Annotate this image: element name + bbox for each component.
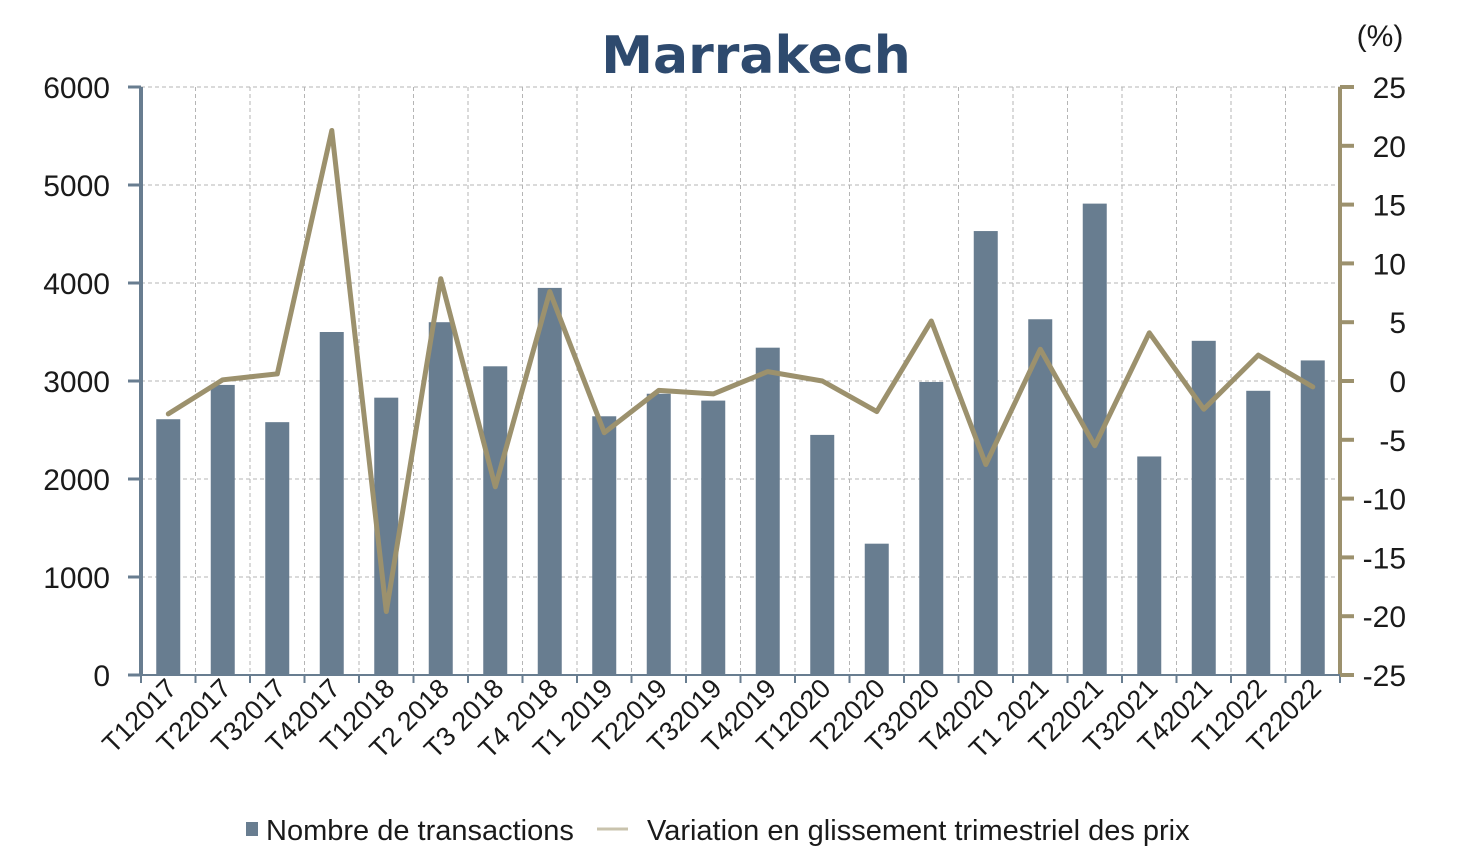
legend: Nombre de transactions Variation en glis… xyxy=(246,815,1190,847)
bar xyxy=(210,384,235,675)
right-tick-label: -10 xyxy=(1363,484,1406,517)
bar xyxy=(428,322,453,675)
line-path xyxy=(165,128,1316,614)
bar xyxy=(592,416,617,675)
chart-title: Marrakech xyxy=(601,26,911,86)
left-tick-label: 3000 xyxy=(43,366,110,399)
right-tick-label: -5 xyxy=(1379,425,1406,458)
legend-bar-label: Nombre de transactions xyxy=(266,815,574,847)
right-tick-label: 20 xyxy=(1373,131,1406,164)
right-axis-unit: (%) xyxy=(1357,20,1404,53)
right-axis-ticks: -25 -20 -15 -10 -5 0 5 10 15 20 25 xyxy=(1340,72,1406,693)
left-axis-ticks: 0 1000 2000 3000 4000 5000 6000 xyxy=(43,72,141,693)
left-tick-label: 0 xyxy=(93,660,110,693)
bar xyxy=(864,543,889,675)
bar xyxy=(701,400,726,675)
bar xyxy=(919,381,944,675)
bar xyxy=(1191,340,1216,675)
left-tick-label: 5000 xyxy=(43,170,110,203)
right-tick-label: -15 xyxy=(1363,542,1406,575)
bar-series xyxy=(156,203,1325,675)
right-tick-label: 10 xyxy=(1373,248,1406,281)
legend-bar-swatch xyxy=(246,822,258,836)
left-tick-label: 4000 xyxy=(43,268,110,301)
right-tick-label: 25 xyxy=(1373,72,1406,105)
bar xyxy=(156,419,181,675)
left-tick-label: 2000 xyxy=(43,464,110,497)
bar xyxy=(973,231,998,675)
bar xyxy=(483,366,508,675)
bar xyxy=(537,287,562,675)
line-series xyxy=(165,128,1316,614)
bar xyxy=(1082,203,1107,675)
bar xyxy=(1246,390,1271,675)
bar xyxy=(810,434,835,675)
bar xyxy=(646,393,671,675)
legend-line-label: Variation en glissement trimestriel des … xyxy=(647,815,1190,847)
bar xyxy=(1137,456,1162,675)
left-tick-label: 1000 xyxy=(43,562,110,595)
right-tick-label: -25 xyxy=(1363,660,1406,693)
bar xyxy=(1300,360,1325,675)
left-tick-label: 6000 xyxy=(43,72,110,105)
right-tick-label: 15 xyxy=(1373,190,1406,223)
right-tick-label: 5 xyxy=(1389,307,1406,340)
bar xyxy=(319,332,344,675)
bar xyxy=(1028,319,1053,675)
bar xyxy=(755,347,780,675)
right-tick-label: -20 xyxy=(1363,601,1406,634)
bar xyxy=(265,422,290,675)
right-tick-label: 0 xyxy=(1389,366,1406,399)
